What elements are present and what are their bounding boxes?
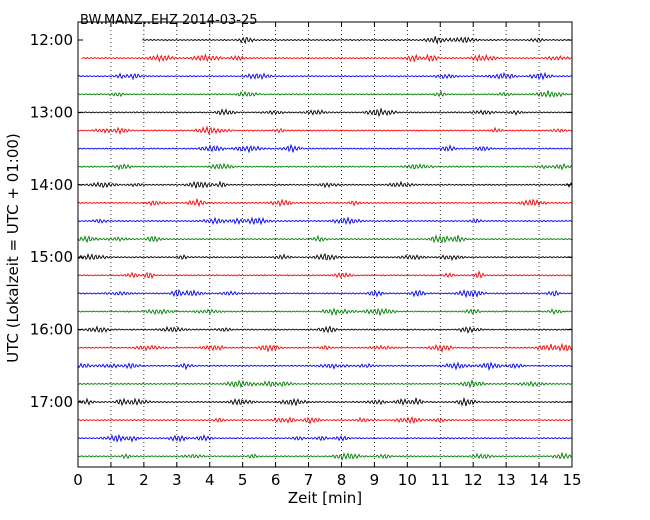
trace-line — [142, 36, 572, 45]
x-tick-label: 8 — [337, 471, 347, 489]
trace-line — [77, 125, 573, 136]
x-tick-label: 14 — [530, 471, 549, 489]
trace-line — [77, 451, 573, 462]
trace-line — [77, 108, 573, 118]
x-tick-label: 3 — [172, 471, 182, 489]
x-tick-label: 5 — [238, 471, 248, 489]
trace-line — [77, 143, 573, 154]
y-axis-title: UTC (Lokalzeit = UTC + 01:00) — [4, 133, 22, 363]
trace-line — [77, 342, 573, 354]
trace-line — [77, 325, 573, 334]
trace-line — [77, 198, 573, 208]
trace-layer — [77, 36, 573, 462]
y-tick-label: 12:00 — [30, 31, 73, 49]
y-tick-label: 17:00 — [30, 393, 73, 411]
x-tick-label: 9 — [370, 471, 380, 489]
trace-line — [77, 269, 573, 280]
trace-line — [77, 396, 573, 407]
y-tick-label: 16:00 — [30, 321, 73, 339]
x-tick-label: 4 — [205, 471, 215, 489]
x-tick-label: 6 — [271, 471, 281, 489]
trace-line — [77, 252, 573, 262]
plot-frame — [77, 21, 573, 468]
tick-layer: 0 1 2 3 4 5 6 7 8 9 10 11 12 13 14 1512:0013:0014:0015:… — [30, 22, 582, 489]
x-tick-label: 1 — [106, 471, 116, 489]
trace-line — [77, 180, 573, 189]
x-tick-label: 15 — [562, 471, 581, 489]
trace-line — [77, 90, 573, 99]
trace-line — [77, 433, 573, 443]
trace-line — [77, 216, 573, 226]
x-tick-label: 0 — [73, 471, 83, 489]
y-tick-label: 14:00 — [30, 176, 73, 194]
x-tick-label: 10 — [398, 471, 417, 489]
trace-line — [77, 288, 573, 299]
x-tick-label: 11 — [431, 471, 450, 489]
x-tick-label: 2 — [139, 471, 149, 489]
x-axis-title: Zeit [min] — [288, 489, 362, 507]
chart-title: BW.MANZ..EHZ 2014-03-25 — [80, 13, 258, 28]
trace-line — [77, 162, 573, 171]
trace-line — [77, 379, 573, 389]
y-tick-label: 15:00 — [30, 248, 73, 266]
trace-line — [81, 53, 572, 63]
y-tick-label: 13:00 — [30, 103, 73, 121]
x-tick-label: 12 — [464, 471, 483, 489]
trace-line — [77, 307, 573, 316]
x-tick-label: 7 — [304, 471, 314, 489]
trace-line — [77, 233, 573, 244]
x-tick-label: 13 — [497, 471, 516, 489]
trace-line — [77, 71, 573, 81]
trace-line — [77, 361, 573, 372]
trace-line — [77, 416, 573, 425]
